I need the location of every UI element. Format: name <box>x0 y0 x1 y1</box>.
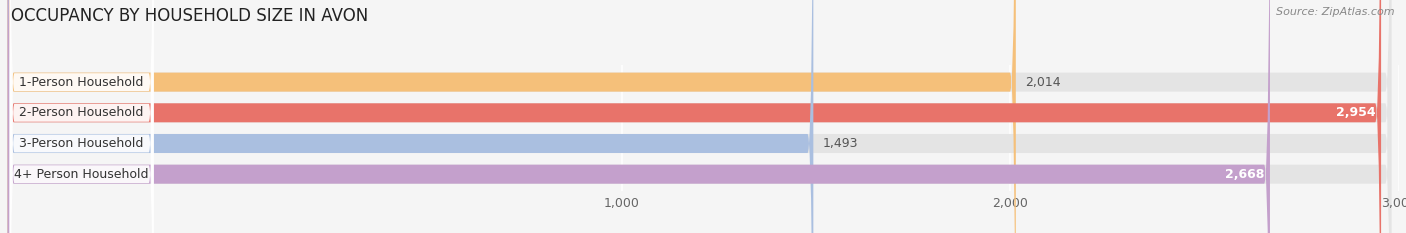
Text: 2,668: 2,668 <box>1225 168 1264 181</box>
Text: OCCUPANCY BY HOUSEHOLD SIZE IN AVON: OCCUPANCY BY HOUSEHOLD SIZE IN AVON <box>11 7 368 25</box>
Text: 2,954: 2,954 <box>1336 106 1375 119</box>
FancyBboxPatch shape <box>10 0 153 233</box>
Text: 2,014: 2,014 <box>1025 76 1062 89</box>
FancyBboxPatch shape <box>8 0 1391 233</box>
FancyBboxPatch shape <box>8 0 1381 233</box>
FancyBboxPatch shape <box>8 0 1270 233</box>
FancyBboxPatch shape <box>10 0 153 233</box>
FancyBboxPatch shape <box>10 0 153 233</box>
FancyBboxPatch shape <box>8 0 1391 233</box>
FancyBboxPatch shape <box>8 0 1391 233</box>
FancyBboxPatch shape <box>10 0 153 233</box>
Text: 3-Person Household: 3-Person Household <box>20 137 143 150</box>
Text: 2-Person Household: 2-Person Household <box>20 106 143 119</box>
FancyBboxPatch shape <box>8 0 1015 233</box>
FancyBboxPatch shape <box>8 0 1391 233</box>
Text: 4+ Person Household: 4+ Person Household <box>14 168 149 181</box>
Text: 1-Person Household: 1-Person Household <box>20 76 143 89</box>
Text: Source: ZipAtlas.com: Source: ZipAtlas.com <box>1277 7 1395 17</box>
FancyBboxPatch shape <box>8 0 813 233</box>
Text: 1,493: 1,493 <box>823 137 859 150</box>
